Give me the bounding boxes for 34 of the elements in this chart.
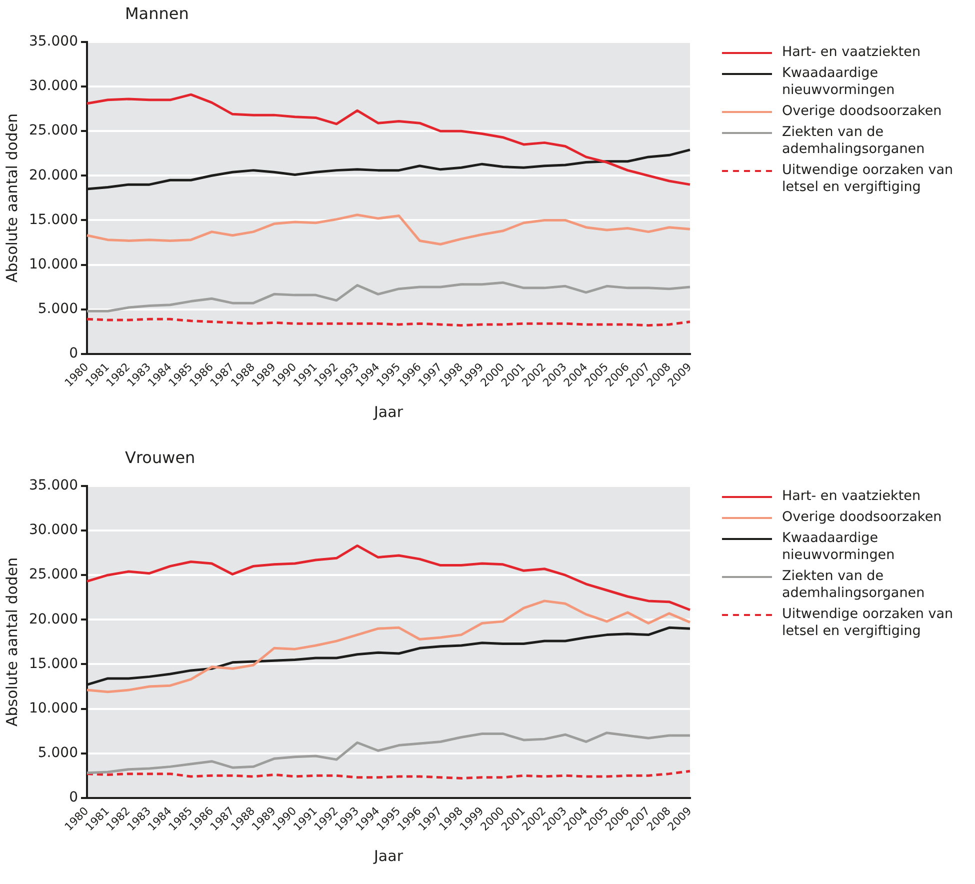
y-tick-label: 15.000 bbox=[28, 212, 78, 228]
legend-label: Kwaadaardige nieuwvormingen bbox=[782, 530, 896, 564]
legend-label: Ziekten van de ademhalingsorganen bbox=[782, 568, 926, 602]
y-axis-title: Absolute aantal doden bbox=[2, 557, 21, 727]
legend-label: Overige doodsoorzaken bbox=[782, 103, 942, 120]
legend-label: Ziekten van de ademhalingsorganen bbox=[782, 124, 926, 158]
y-tick-label: 5.000 bbox=[38, 300, 78, 317]
y-tick-label: 0 bbox=[69, 790, 78, 806]
y-axis-title: Absolute aantal doden bbox=[2, 113, 21, 283]
line-series bbox=[86, 770, 692, 780]
y-tick-label: 25.000 bbox=[28, 122, 78, 139]
y-tick-label: 35.000 bbox=[28, 478, 78, 494]
y-tick-label: 20.000 bbox=[28, 611, 78, 628]
legend-label: Hart- en vaatziekten bbox=[782, 44, 921, 61]
y-tick-label: 35.000 bbox=[28, 34, 78, 50]
line-series bbox=[86, 318, 692, 327]
y-tick-label: 15.000 bbox=[28, 656, 78, 672]
legend-label: Overige doodsoorzaken bbox=[782, 509, 942, 526]
y-tick-label: 10.000 bbox=[28, 700, 78, 716]
chart-title: Mannen bbox=[125, 4, 189, 23]
legend-label: Kwaadaardige nieuwvormingen bbox=[782, 65, 896, 99]
x-axis-title: Jaar bbox=[373, 846, 404, 865]
chart-title: Vrouwen bbox=[125, 448, 196, 467]
legend-label: Uitwendige oorzaken van letsel en vergiftiging bbox=[782, 606, 954, 640]
y-tick-label: 10.000 bbox=[28, 256, 78, 272]
x-axis-title: Jaar bbox=[373, 402, 404, 421]
legend-label: Uitwendige oorzaken van letsel en vergiftiging bbox=[782, 162, 954, 196]
y-tick-label: 25.000 bbox=[28, 566, 78, 583]
y-tick-label: 30.000 bbox=[28, 522, 78, 538]
y-tick-label: 30.000 bbox=[28, 78, 78, 94]
y-tick-label: 20.000 bbox=[28, 167, 78, 184]
legend-label: Hart- en vaatziekten bbox=[782, 488, 921, 505]
y-tick-label: 5.000 bbox=[38, 744, 78, 761]
y-tick-label: 0 bbox=[69, 346, 78, 362]
